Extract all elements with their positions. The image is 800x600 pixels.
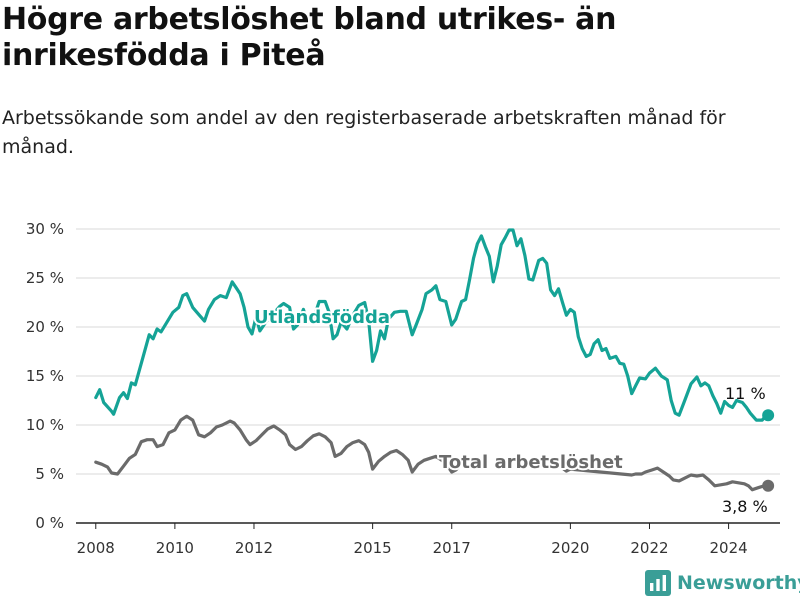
y-tick-label: 5 % bbox=[35, 465, 64, 483]
series-line-utlandsfodda bbox=[94, 228, 770, 422]
newsworthy-brand: Newsworthy bbox=[645, 569, 800, 597]
series-labels: Utlandsfödda Total arbetslöshet 11 % 3,8 % bbox=[252, 305, 768, 516]
series-line-total bbox=[94, 414, 470, 476]
chart-title: Högre arbetslöshet bland utrikes- än inr… bbox=[2, 2, 617, 73]
y-tick-label: 0 % bbox=[35, 514, 64, 532]
x-tick-label: 2020 bbox=[551, 539, 589, 557]
x-tick-label: 2024 bbox=[709, 539, 747, 557]
x-tick-label: 2015 bbox=[354, 539, 392, 557]
series-lines bbox=[94, 228, 775, 492]
y-tick-label: 10 % bbox=[26, 416, 64, 434]
end-value-label-utlandsfodda: 11 % bbox=[725, 384, 766, 403]
x-tick-label: 2012 bbox=[235, 539, 273, 557]
x-tick-label: 2008 bbox=[77, 539, 115, 557]
x-tick-label: 2017 bbox=[433, 539, 471, 557]
y-axis-tick-labels: 0 % 5 % 10 % 15 % 20 % 25 % 30 % bbox=[26, 220, 64, 532]
y-tick-label: 15 % bbox=[26, 367, 64, 385]
end-point-total bbox=[762, 479, 775, 492]
x-axis: 2008 2010 2012 2015 2017 2020 2022 2024 bbox=[77, 523, 748, 557]
y-tick-label: 20 % bbox=[26, 318, 64, 336]
x-tick-label: 2022 bbox=[630, 539, 668, 557]
newsworthy-logo-icon bbox=[645, 570, 671, 596]
y-tick-label: 25 % bbox=[26, 269, 64, 287]
brand-name: Newsworthy bbox=[677, 572, 800, 594]
series-line-total-tail bbox=[560, 466, 770, 492]
end-point-utlandsfodda bbox=[762, 409, 775, 422]
end-value-label-total: 3,8 % bbox=[722, 497, 768, 516]
chart-subtitle: Arbetssökande som andel av den registerb… bbox=[2, 107, 726, 158]
y-tick-label: 30 % bbox=[26, 220, 64, 238]
series-label-utlandsfodda: Utlandsfödda bbox=[254, 307, 390, 328]
series-label-total: Total arbetslöshet bbox=[439, 452, 623, 473]
x-tick-label: 2010 bbox=[156, 539, 194, 557]
